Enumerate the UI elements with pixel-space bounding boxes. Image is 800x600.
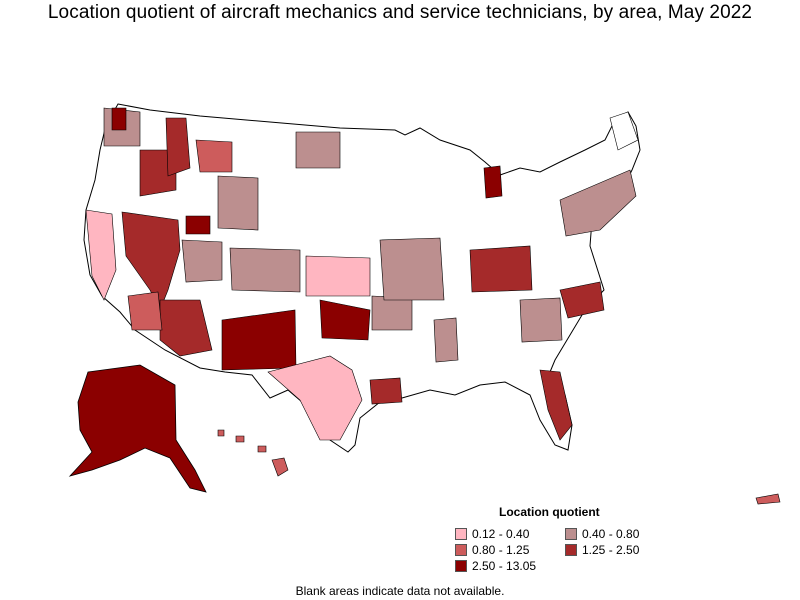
region-wyoming <box>217 175 259 231</box>
region-california-coast <box>85 209 117 301</box>
region-texas-east <box>319 299 371 341</box>
legend-swatch <box>565 528 577 540</box>
legend-label: 1.25 - 2.50 <box>582 543 640 557</box>
region-hawaii-maui <box>257 445 267 453</box>
footnote: Blank areas indicate data not available. <box>295 584 505 598</box>
legend-label: 0.80 - 1.25 <box>472 543 530 557</box>
region-maine <box>609 111 639 151</box>
legend-swatch <box>455 560 467 572</box>
legend-item-2: 0.80 - 1.25 <box>455 543 529 557</box>
legend-item-0: 0.12 - 0.40 <box>455 527 529 541</box>
region-midwest-mix <box>379 237 445 301</box>
region-arizona-west <box>127 291 163 331</box>
region-new-mexico <box>221 309 297 371</box>
legend-item-4: 2.50 - 13.05 <box>455 559 536 573</box>
region-hawaii-kauai <box>217 429 225 437</box>
region-idaho <box>165 117 191 177</box>
region-hawaii-oahu <box>235 435 245 443</box>
region-kansas <box>305 255 371 297</box>
region-mississippi-valley <box>433 317 459 363</box>
region-montana-west <box>195 139 233 173</box>
region-hawaii-big-island <box>271 457 289 477</box>
legend-swatch <box>565 544 577 556</box>
region-oklahoma <box>371 295 413 331</box>
region-northeast <box>559 169 637 237</box>
legend-swatch <box>455 544 467 556</box>
region-utah <box>181 239 223 283</box>
legend-item-3: 1.25 - 2.50 <box>565 543 639 557</box>
region-texas <box>267 355 363 441</box>
region-puerto-rico <box>755 493 781 505</box>
region-utah-north <box>185 215 211 235</box>
legend-item-1: 0.40 - 0.80 <box>565 527 639 541</box>
region-appalachia <box>519 297 563 343</box>
region-colorado <box>229 247 301 293</box>
legend-title: Location quotient <box>499 505 600 519</box>
region-ohio-valley <box>469 245 533 293</box>
region-louisiana <box>369 377 403 405</box>
region-arizona <box>159 299 213 357</box>
legend-label: 0.12 - 0.40 <box>472 527 530 541</box>
legend-label: 0.40 - 0.80 <box>582 527 640 541</box>
region-carolinas <box>559 281 605 319</box>
legend-label: 2.50 - 13.05 <box>472 559 537 573</box>
region-florida <box>539 369 573 441</box>
region-north-dakota <box>295 131 341 169</box>
region-washington-puget <box>111 107 127 131</box>
region-oregon-east <box>139 149 177 197</box>
region-alaska <box>68 364 207 493</box>
map-title: Location quotient of aircraft mechanics … <box>47 2 753 23</box>
region-michigan <box>483 165 503 199</box>
legend: Location quotient 0.12 - 0.40 0.40 - 0.8… <box>455 505 685 575</box>
legend-swatch <box>455 528 467 540</box>
